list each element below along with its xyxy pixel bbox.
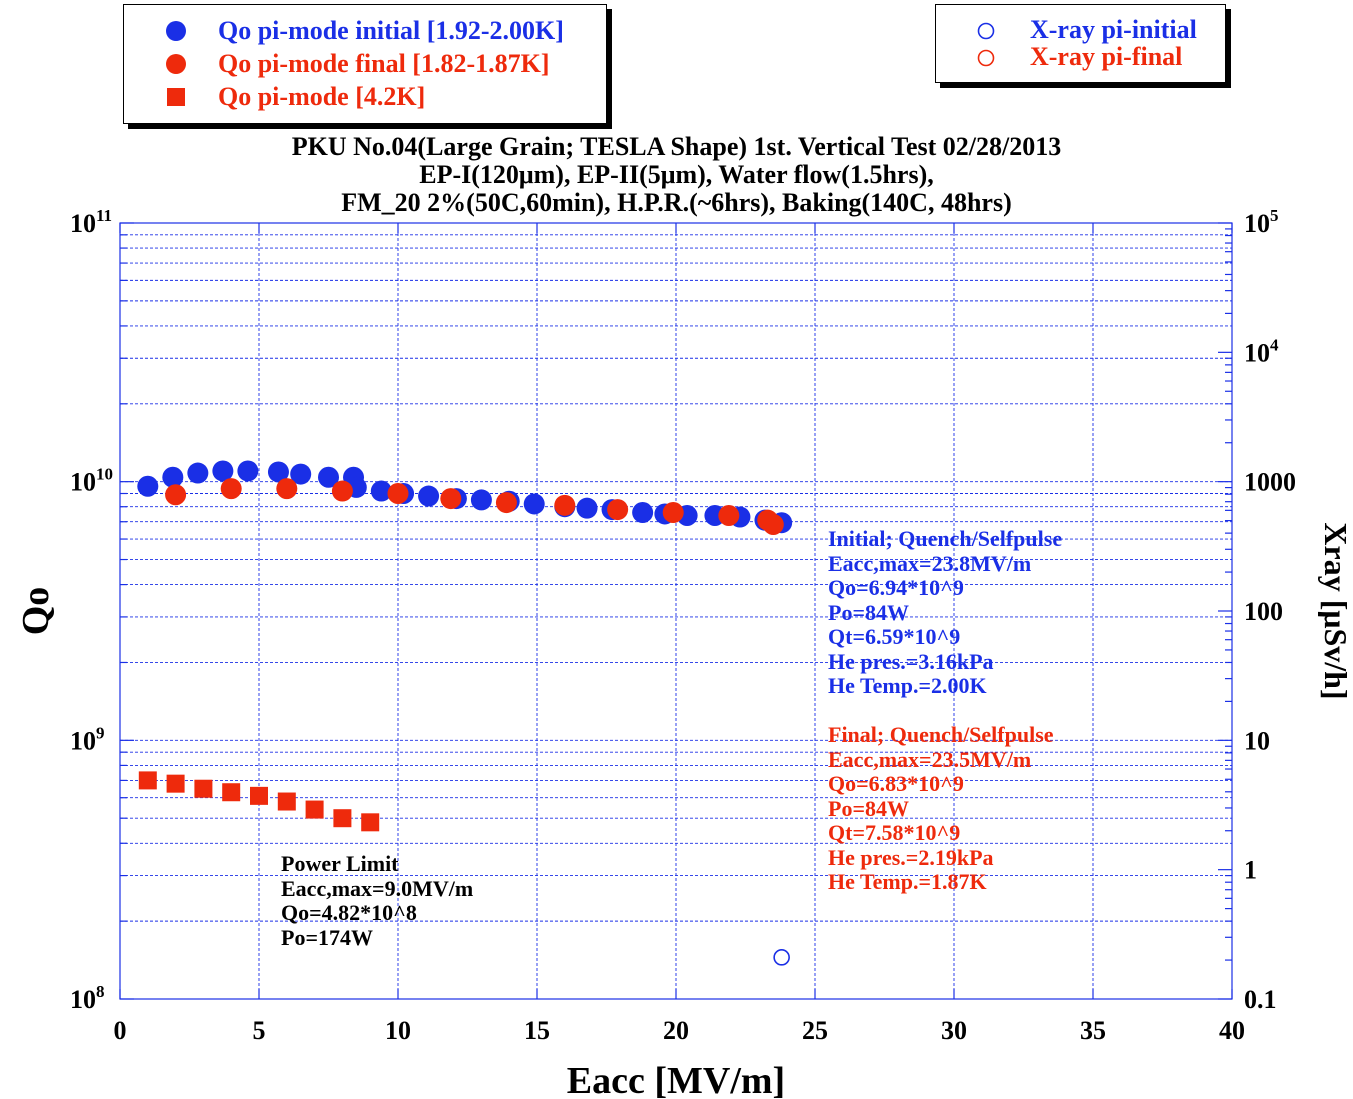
data-point	[222, 783, 241, 802]
data-point	[277, 792, 296, 811]
y2-tick-label: 0.1	[1244, 985, 1277, 1014]
y-tick-label: 109	[70, 723, 105, 755]
legend-initial-marker	[166, 21, 186, 41]
tick-layer: 0 5 10 15 20 25 30 35 40 108 109 1010 1011 0.1 1 10 100 1…	[70, 206, 1296, 1045]
x-tick-label: 30	[941, 1016, 967, 1045]
data-point	[470, 489, 492, 511]
annotation-initial-line: He Temp.=2.00K	[828, 673, 987, 698]
data-point	[187, 462, 209, 484]
y2-tick-label: 105	[1244, 206, 1279, 238]
annotation-initial-line: Eacc,max=23.8MV/m	[828, 550, 1032, 576]
legend-xray-final-label: X-ray pi-final	[1030, 42, 1183, 71]
annotation-initial-line: He pres.=3.16kPa	[828, 648, 994, 674]
y2-tick-label: 10	[1244, 726, 1270, 755]
data-point	[718, 504, 740, 526]
x-tick-label: 35	[1080, 1016, 1106, 1045]
annotation-initial-line: Initial; Quench/Selfpulse	[828, 526, 1063, 551]
x-tick-label: 5	[253, 1016, 266, 1045]
x-tick-label: 20	[663, 1016, 689, 1045]
data-point	[166, 774, 185, 793]
data-point	[212, 460, 234, 482]
data-point	[576, 497, 598, 519]
y-tick-label: 1011	[70, 206, 112, 238]
annotation-initial: Initial; Quench/Selfpulse Eacc,max=23.8M…	[828, 526, 1063, 699]
annotation-initial-line: Po=84W	[828, 599, 909, 625]
annotation-initial-line: Qo=6.94*10^9	[828, 575, 964, 600]
data-point	[250, 786, 268, 805]
annotation-power-limit-line: Po=174W	[281, 924, 373, 950]
data-point	[773, 949, 790, 966]
data-point	[290, 463, 312, 485]
annotation-initial-line: Qt=6.59*10^9	[828, 624, 961, 649]
x-tick-label: 0	[114, 1016, 127, 1045]
x-tick-label: 40	[1219, 1016, 1245, 1045]
annotation-final-line: He pres.=2.19kPa	[828, 844, 994, 870]
annotation-power-limit-line: Qo=4.82*10^8	[281, 900, 417, 925]
y2-tick-label: 1	[1244, 856, 1257, 885]
y-axis-label: Qo	[15, 587, 57, 636]
annotation-final: Final; Quench/Selfpulse Eacc,max=23.5MV/…	[828, 722, 1054, 895]
data-point	[523, 493, 545, 515]
legend-right: X-ray pi-initial X-ray pi-final	[935, 4, 1226, 83]
x-axis-label: Eacc [MV/m]	[567, 1060, 785, 1099]
data-point	[194, 779, 213, 798]
chart-title-line-2: EP-I(120μm), EP-II(5μm), Water flow(1.5h…	[419, 160, 934, 189]
legend-left: Qo pi-mode initial [1.92-2.00K] Qo pi-mo…	[123, 4, 607, 124]
data-point	[662, 501, 684, 523]
data-point	[276, 478, 298, 500]
legend-final-marker	[166, 54, 186, 74]
data-point	[554, 494, 576, 516]
data-point	[361, 813, 380, 832]
y2-tick-label: 104	[1244, 335, 1279, 367]
data-point	[387, 483, 409, 505]
annotation-power-limit-line: Power Limit	[281, 851, 399, 876]
x-tick-label: 15	[524, 1016, 550, 1045]
annotation-final-line: He Temp.=1.87K	[828, 869, 987, 894]
data-point	[220, 478, 242, 500]
annotation-final-line: Final; Quench/Selfpulse	[828, 722, 1054, 747]
marker-layer	[137, 460, 793, 966]
y-tick-label: 1010	[70, 465, 113, 497]
annotation-power-limit-line: Eacc,max=9.0MV/m	[281, 875, 474, 901]
data-point	[137, 475, 159, 497]
y2-tick-label: 100	[1244, 597, 1283, 626]
legend-xray-initial-marker	[977, 22, 995, 40]
annotation-final-line: Po=84W	[828, 795, 909, 821]
annotation-final-line: Qt=7.58*10^9	[828, 820, 961, 845]
data-point	[165, 484, 187, 506]
y2-tick-label: 1000	[1244, 468, 1296, 497]
legend-final-label: Qo pi-mode final [1.82-1.87K]	[218, 49, 550, 78]
y2-axis-label: Xray [μSv/h]	[1318, 522, 1353, 699]
data-point	[162, 466, 184, 488]
x-tick-label: 10	[385, 1016, 411, 1045]
legend-xray-final-marker	[977, 49, 995, 67]
legend-initial-label: Qo pi-mode initial [1.92-2.00K]	[218, 16, 564, 45]
data-point	[267, 461, 289, 483]
data-point	[333, 809, 352, 828]
data-point	[305, 800, 324, 819]
data-point	[370, 480, 392, 502]
data-point	[138, 771, 157, 790]
data-point	[607, 499, 629, 521]
legend-42k-label: Qo pi-mode [4.2K]	[218, 82, 426, 111]
annotation-final-line: Qo=6.83*10^9	[828, 771, 964, 796]
annotation-final-line: Eacc,max=23.5MV/m	[828, 746, 1032, 772]
grid-layer	[120, 223, 1232, 999]
y-tick-label: 108	[70, 982, 105, 1014]
data-point	[418, 485, 440, 507]
chart-title-line-1: PKU No.04(Large Grain; TESLA Shape) 1st.…	[291, 132, 1062, 161]
legend-42k-marker	[167, 88, 185, 106]
chart-title-line-3: FM_20 2%(50C,60min), H.P.R.(~6hrs), Baki…	[341, 188, 1012, 217]
data-point	[762, 513, 784, 535]
x-tick-label: 25	[802, 1016, 828, 1045]
data-point	[632, 501, 654, 523]
data-point	[318, 466, 339, 488]
legend-xray-initial-label: X-ray pi-initial	[1030, 15, 1197, 44]
data-point	[237, 460, 259, 482]
data-point	[495, 492, 517, 514]
data-point	[331, 480, 353, 502]
annotation-power-limit: Power Limit Eacc,max=9.0MV/m Qo=4.82*10^…	[281, 851, 474, 950]
data-point	[440, 488, 462, 510]
